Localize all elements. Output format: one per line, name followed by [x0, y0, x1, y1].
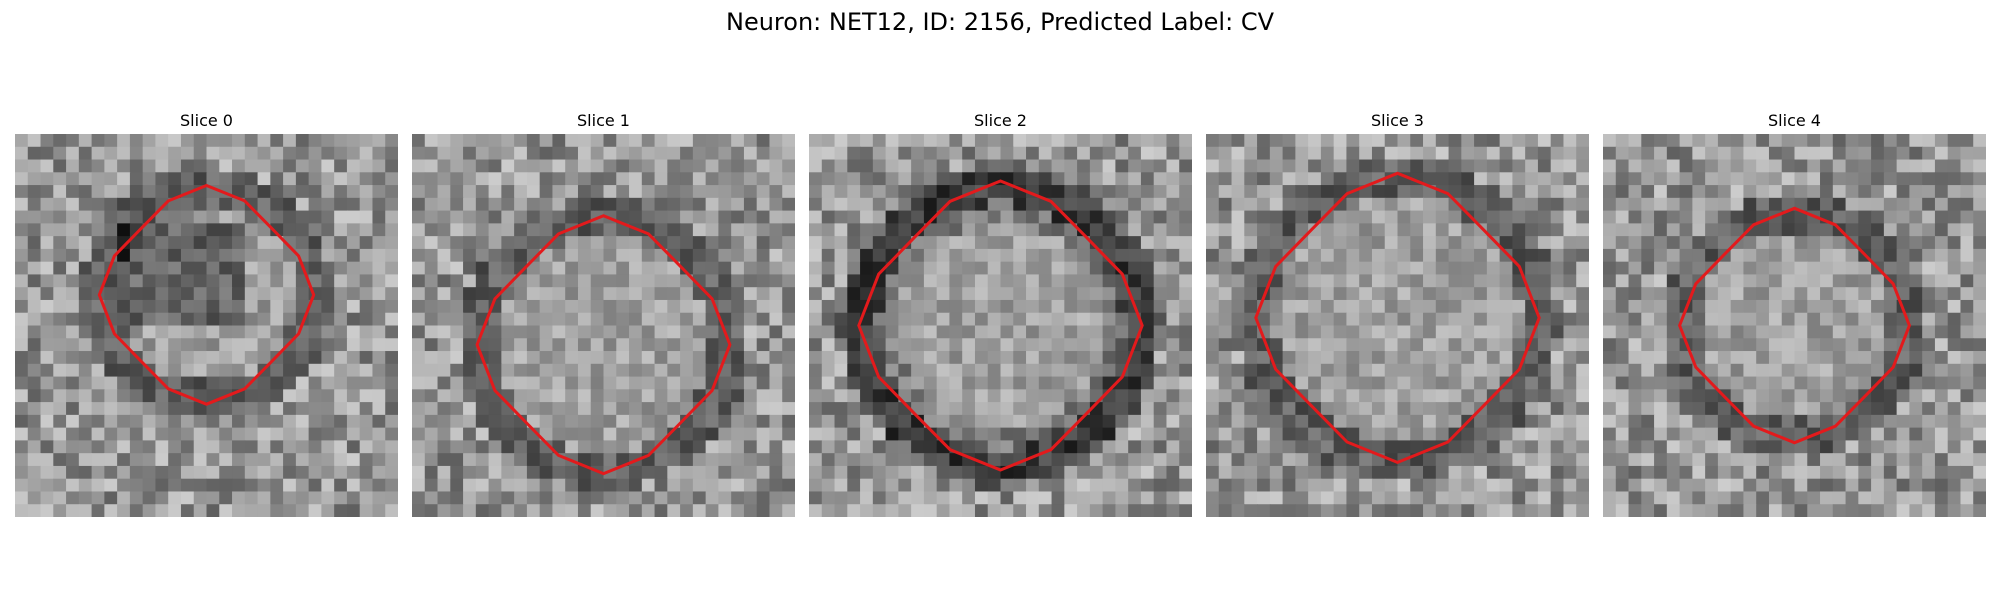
- slice-image: [412, 134, 795, 517]
- slice-title: Slice 1: [577, 111, 630, 130]
- slice-title: Slice 3: [1371, 111, 1424, 130]
- slice-panel-4: Slice 4: [1603, 108, 1986, 517]
- contour-outline: [1254, 171, 1541, 465]
- slice-image: [15, 134, 398, 517]
- slice-panel-3: Slice 3: [1206, 108, 1589, 517]
- slice-image: [1603, 134, 1986, 517]
- slice-panel-0: Slice 0: [15, 108, 398, 517]
- slice-title: Slice 4: [1768, 111, 1821, 130]
- contour-outline: [857, 179, 1144, 472]
- slice-title: Slice 0: [180, 111, 233, 130]
- slice-panel-1: Slice 1: [412, 108, 795, 517]
- contour-outline: [97, 183, 316, 406]
- slice-title: Slice 2: [974, 111, 1027, 130]
- slice-image: [1206, 134, 1589, 517]
- contour-outline: [475, 214, 732, 476]
- slice-panel-2: Slice 2: [809, 108, 1192, 517]
- figure-title: Neuron: NET12, ID: 2156, Predicted Label…: [726, 8, 1274, 36]
- contour-outline: [1677, 206, 1912, 445]
- slice-image: [809, 134, 1192, 517]
